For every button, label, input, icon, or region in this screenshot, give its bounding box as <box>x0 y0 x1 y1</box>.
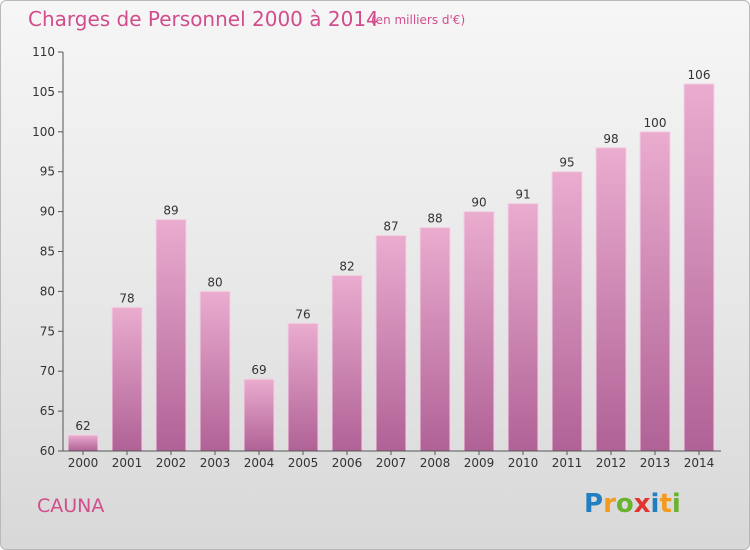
city-name: CAUNA <box>37 495 105 517</box>
x-tick-label: 2009 <box>464 456 495 470</box>
bar <box>155 219 187 452</box>
x-tick-label: 2003 <box>200 456 231 470</box>
chart-title: Charges de Personnel 2000 à 2014 <box>28 7 379 31</box>
data-label: 76 <box>295 307 310 321</box>
x-tick-label: 2011 <box>552 456 583 470</box>
bar <box>683 83 715 452</box>
y-tick-label: 95 <box>40 165 55 179</box>
x-tick-label: 2008 <box>420 456 451 470</box>
bar <box>243 378 275 452</box>
y-tick-label: 80 <box>40 284 55 298</box>
y-tick-label: 70 <box>40 364 55 378</box>
bar <box>287 322 319 452</box>
bar <box>551 171 583 452</box>
y-tick-label: 110 <box>32 45 55 59</box>
bar <box>199 290 231 452</box>
bar <box>419 227 451 452</box>
x-tick-label: 2002 <box>156 456 187 470</box>
data-label: 91 <box>515 188 530 202</box>
data-label: 95 <box>559 156 574 170</box>
x-tick-label: 2007 <box>376 456 407 470</box>
data-label: 78 <box>119 291 134 305</box>
x-tick-label: 2006 <box>332 456 363 470</box>
bar <box>595 147 627 452</box>
x-tick-label: 2014 <box>684 456 715 470</box>
chart-subtitle: (en milliers d'€) <box>371 13 466 27</box>
proxiti-logo: Proxiti <box>584 489 681 519</box>
data-label: 100 <box>644 116 667 130</box>
data-label: 69 <box>251 363 266 377</box>
data-label: 90 <box>471 196 486 210</box>
data-label: 80 <box>207 275 222 289</box>
bar <box>463 211 495 452</box>
data-label: 87 <box>383 220 398 234</box>
y-tick-label: 100 <box>32 125 55 139</box>
x-tick-label: 2004 <box>244 456 275 470</box>
x-tick-label: 2000 <box>68 456 99 470</box>
bar <box>375 235 407 452</box>
data-label: 106 <box>688 68 711 82</box>
x-tick-label: 2005 <box>288 456 319 470</box>
data-label: 82 <box>339 259 354 273</box>
y-tick-label: 60 <box>40 444 55 458</box>
bar <box>67 434 99 452</box>
bar <box>111 306 143 452</box>
y-tick-label: 65 <box>40 404 55 418</box>
data-label: 89 <box>163 204 178 218</box>
x-tick-label: 2013 <box>640 456 671 470</box>
x-tick-label: 2001 <box>112 456 143 470</box>
x-tick-label: 2010 <box>508 456 539 470</box>
y-tick-label: 105 <box>32 85 55 99</box>
data-label: 62 <box>75 419 90 433</box>
bar <box>639 131 671 452</box>
y-tick-label: 85 <box>40 245 55 259</box>
y-tick-label: 75 <box>40 324 55 338</box>
data-label: 98 <box>603 132 618 146</box>
bar <box>331 274 363 452</box>
y-tick-label: 90 <box>40 205 55 219</box>
bar <box>507 203 539 452</box>
data-label: 88 <box>427 212 442 226</box>
x-tick-label: 2012 <box>596 456 627 470</box>
